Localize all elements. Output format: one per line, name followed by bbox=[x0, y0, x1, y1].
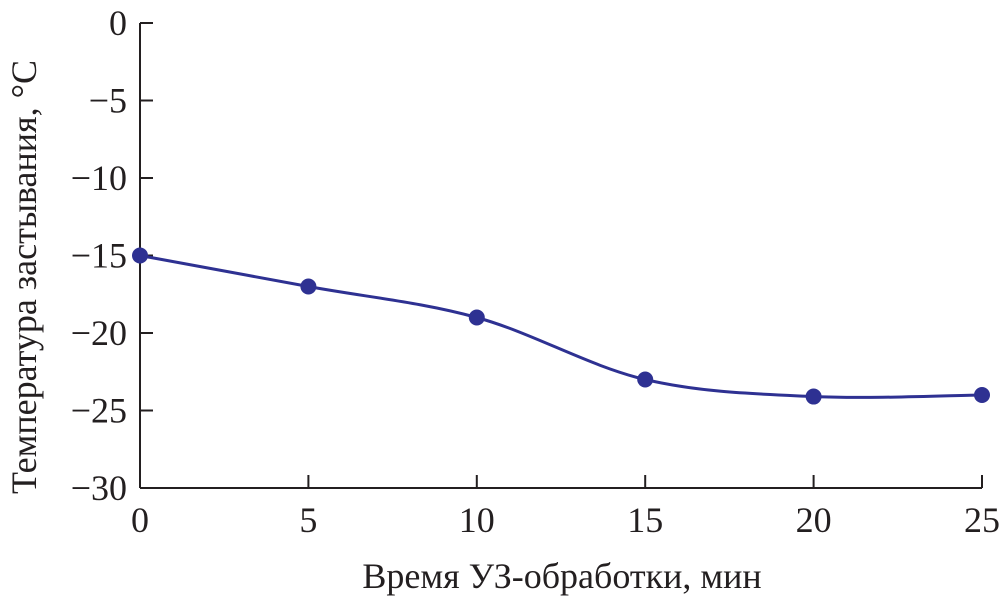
x-tick-label: 25 bbox=[964, 500, 1000, 540]
x-tick-label: 0 bbox=[131, 500, 149, 540]
y-tick-label: −30 bbox=[71, 468, 127, 508]
y-axis-title: Температура застывания, °C bbox=[4, 60, 44, 494]
series-line bbox=[139, 254, 983, 399]
series bbox=[132, 247, 990, 405]
x-tick-label: 20 bbox=[796, 500, 832, 540]
data-point bbox=[805, 388, 822, 405]
data-point bbox=[974, 387, 990, 403]
y-tick-label: −15 bbox=[71, 236, 127, 276]
x-axis-title: Время УЗ-обработки, мин bbox=[362, 556, 761, 596]
data-point bbox=[132, 247, 148, 264]
y-tick-label: 0 bbox=[109, 3, 127, 43]
data-point bbox=[637, 371, 654, 388]
x-tick-label: 15 bbox=[627, 500, 663, 540]
y-tick-label: −20 bbox=[71, 313, 127, 353]
axes bbox=[139, 23, 982, 489]
y-tick-label: −25 bbox=[71, 391, 127, 431]
x-tick-label: 10 bbox=[459, 500, 495, 540]
ticks: 0−5−10−15−20−25−300 5 10 15 20 25 bbox=[71, 3, 1000, 540]
data-point bbox=[300, 278, 317, 295]
y-tick-label: −5 bbox=[89, 81, 127, 121]
y-tick-label: −10 bbox=[71, 158, 127, 198]
x-tick-label: 5 bbox=[299, 500, 317, 540]
data-point bbox=[468, 309, 485, 326]
